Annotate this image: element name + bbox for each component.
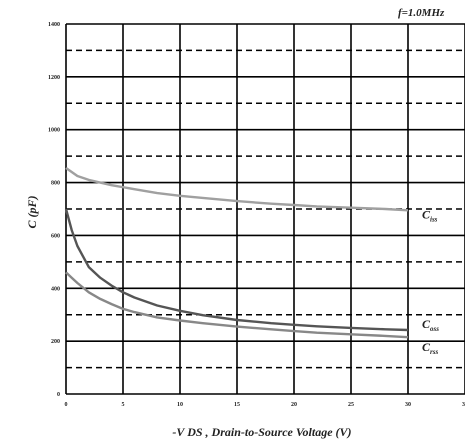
series-line-crss [65, 271, 409, 339]
y-tick-label: 1400 [48, 22, 60, 28]
series-layer [64, 167, 409, 339]
y-tick-label: 0 [57, 392, 60, 398]
x-tick-label: 10 [177, 402, 183, 408]
y-tick-label: 800 [51, 181, 60, 187]
x-tick-label: 15 [234, 402, 240, 408]
y-tick-label: 200 [51, 339, 60, 345]
x-tick-label: 25 [348, 402, 354, 408]
x-axis-label: -V DS , Drain-to-Source Voltage (V) [172, 425, 351, 439]
series-line-ciss [65, 167, 409, 212]
y-axis-label: C (pF) [25, 195, 39, 228]
series-line-coss [64, 208, 409, 332]
x-tick-label: 5 [122, 402, 125, 408]
y-tick-label: 1200 [48, 75, 60, 81]
series-label-crss: Crss [422, 340, 438, 356]
tick-labels: 0 5 10 15 20 25 30 35 0 200 400 600 800 1000 1200 1400 [48, 22, 465, 408]
x-tick-label: 0 [65, 402, 68, 408]
series-label-ciss: Ciss [422, 207, 438, 223]
y-tick-label: 600 [51, 233, 60, 239]
x-tick-label: 35 [462, 402, 465, 408]
x-tick-label: 20 [291, 402, 297, 408]
frequency-annotation: f=1.0MHz [398, 7, 445, 19]
grid [65, 23, 465, 395]
series-label-coss: Coss [422, 317, 439, 333]
series-labels: Ciss Coss Crss [422, 207, 439, 356]
y-tick-label: 400 [51, 286, 60, 292]
x-tick-label: 30 [405, 402, 411, 408]
y-tick-label: 1000 [48, 128, 60, 134]
